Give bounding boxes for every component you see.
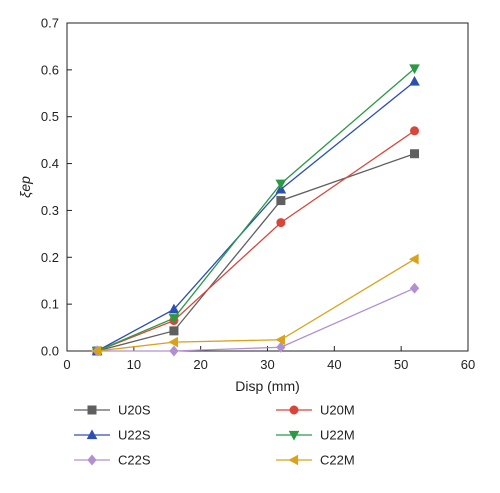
- plot-frame: [66, 22, 469, 352]
- legend-label: U20S: [118, 403, 151, 418]
- x-tick-label: 50: [394, 357, 408, 372]
- legend-label: C22M: [320, 453, 355, 468]
- data-point-c22s: [169, 345, 179, 357]
- legend-marker: [289, 405, 299, 415]
- legend-item-u20m: U20M: [276, 403, 355, 418]
- legend-marker: [86, 429, 98, 440]
- legend: U20S U20M U22S U22M C22S C22M: [74, 403, 355, 468]
- legend-label: U22M: [320, 428, 355, 443]
- data-point-u20m: [276, 218, 286, 228]
- legend-label: C22S: [118, 453, 151, 468]
- x-tick-label: 60: [461, 357, 475, 372]
- y-tick-label: 0.7: [41, 16, 59, 31]
- y-tick-label: 0.4: [41, 156, 59, 171]
- y-axis-title: ξep: [17, 176, 33, 198]
- data-point-c22s: [409, 282, 420, 294]
- series-line-c22m: [97, 258, 415, 352]
- legend-item-c22s: C22S: [74, 453, 151, 468]
- legend-marker: [87, 405, 97, 415]
- data-point-c22m: [91, 345, 102, 357]
- data-point-u22m: [275, 179, 287, 190]
- y-tick-label: 0.3: [41, 203, 59, 218]
- data-point-u22m: [409, 64, 420, 75]
- data-point-u20s: [169, 326, 179, 336]
- legend-label: U22S: [118, 428, 151, 443]
- x-axis-title: Disp (mm): [235, 378, 300, 394]
- data-point-u22s: [409, 75, 420, 86]
- series-u22m: [91, 64, 420, 357]
- series-line-u20s: [96, 153, 415, 352]
- data-point-u20s: [276, 196, 286, 206]
- series-u20m: [92, 126, 420, 356]
- series-c22s: [92, 282, 420, 357]
- legend-marker: [288, 454, 299, 466]
- legend-marker: [87, 454, 97, 466]
- x-tick-label: 40: [327, 357, 341, 372]
- legend-marker: [288, 430, 300, 441]
- data-point-c22m: [168, 336, 179, 348]
- data-point-u20m: [410, 126, 420, 136]
- x-tick-label: 10: [127, 357, 141, 372]
- y-tick-label: 0.0: [41, 344, 59, 359]
- series-c22m: [91, 253, 419, 357]
- legend-item-u22s: U22S: [74, 428, 151, 443]
- data-point-u20s: [410, 149, 420, 159]
- legend-label: U20M: [320, 403, 355, 418]
- series-layer: [91, 64, 420, 357]
- axes: 0 10 20 30 40 50 60 0.0 0.1 0.2 0.3 0.4 0.5 0.6 0.7 Dis…: [17, 16, 475, 395]
- data-point-u22s: [168, 303, 180, 314]
- data-point-c22s: [276, 341, 286, 353]
- legend-item-u20s: U20S: [74, 403, 151, 418]
- x-tick-label: 0: [63, 357, 70, 372]
- y-tick-label: 0.1: [41, 297, 59, 312]
- series-u20s: [92, 149, 420, 356]
- series-line-u22s: [96, 81, 415, 352]
- series-line-u22m: [96, 67, 415, 352]
- data-point-u22m: [168, 314, 180, 324]
- y-tick-label: 0.2: [41, 250, 59, 265]
- data-point-c22m: [408, 253, 419, 265]
- legend-item-c22m: C22M: [276, 453, 355, 468]
- x-tick-label: 30: [260, 357, 274, 372]
- data-point-c22m: [275, 334, 285, 346]
- legend-item-u22m: U22M: [276, 428, 355, 443]
- x-tick-label: 20: [193, 357, 207, 372]
- y-tick-label: 0.6: [41, 62, 59, 77]
- series-line-u20m: [96, 130, 415, 352]
- y-tick-label: 0.5: [41, 109, 59, 124]
- series-line-c22s: [97, 287, 415, 352]
